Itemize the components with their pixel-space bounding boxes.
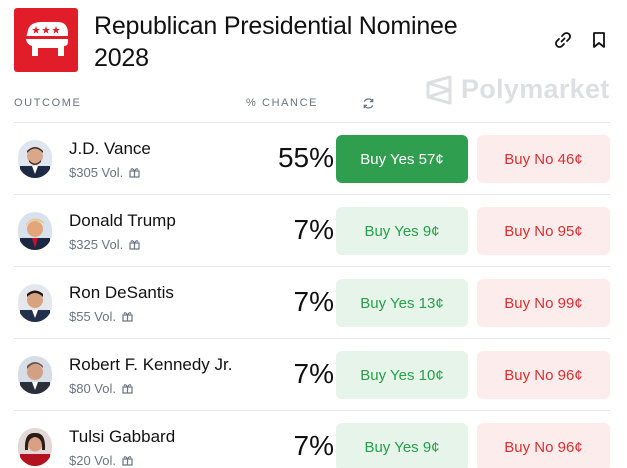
page-title: Republican Presidential Nominee 2028 bbox=[94, 12, 458, 72]
chance-value: 7% bbox=[293, 214, 334, 245]
avatar bbox=[18, 284, 52, 322]
volume-text: $55 Vol. bbox=[69, 309, 116, 324]
buy-no-button[interactable]: Buy No 96¢ bbox=[477, 423, 610, 468]
avatar bbox=[18, 428, 52, 466]
polymarket-logo-icon bbox=[426, 75, 452, 104]
outcome-row-kennedy: Robert F. Kennedy Jr. $80 Vol. 7% Buy Ye… bbox=[14, 338, 610, 410]
volume-label: $325 Vol. bbox=[69, 237, 140, 252]
chance-value: 55% bbox=[277, 142, 334, 173]
gift-icon bbox=[122, 312, 133, 322]
avatar bbox=[18, 212, 52, 250]
outcome-row-vance: J.D. Vance $305 Vol. 55% Buy Yes 57¢ Buy… bbox=[14, 122, 610, 194]
candidate-name: Robert F. Kennedy Jr. bbox=[69, 355, 233, 374]
watermark-text: Polymarket bbox=[461, 74, 610, 104]
gift-icon bbox=[122, 456, 133, 466]
buy-no-button[interactable]: Buy No 96¢ bbox=[477, 351, 610, 399]
chance-column-header: % CHANCE bbox=[246, 97, 319, 109]
republican-elephant-logo bbox=[14, 8, 78, 72]
outcome-row-trump: Donald Trump $325 Vol. 7% Buy Yes 9¢ Buy… bbox=[14, 194, 610, 266]
buy-no-button[interactable]: Buy No 95¢ bbox=[477, 207, 610, 255]
candidate-name: Tulsi Gabbard bbox=[69, 427, 176, 446]
bookmark-icon[interactable] bbox=[589, 30, 609, 50]
chance-value: 7% bbox=[293, 286, 334, 317]
buy-yes-button[interactable]: Buy Yes 9¢ bbox=[336, 207, 468, 255]
volume-label: $305 Vol. bbox=[69, 165, 140, 180]
chance-value: 7% bbox=[293, 430, 334, 461]
refresh-icon[interactable] bbox=[362, 97, 375, 110]
candidate-name: J.D. Vance bbox=[69, 139, 151, 158]
link-icon[interactable] bbox=[553, 30, 573, 50]
gift-icon bbox=[129, 168, 140, 178]
candidate-name: Donald Trump bbox=[69, 211, 176, 230]
gift-icon bbox=[122, 384, 133, 394]
volume-label: $20 Vol. bbox=[69, 453, 133, 468]
volume-text: $80 Vol. bbox=[69, 381, 116, 396]
volume-text: $20 Vol. bbox=[69, 453, 116, 468]
buy-no-button[interactable]: Buy No 46¢ bbox=[477, 135, 610, 183]
outcome-row-desantis: Ron DeSantis $55 Vol. 7% Buy Yes 13¢ Buy… bbox=[14, 266, 610, 338]
outcome-column-header: OUTCOME bbox=[14, 97, 82, 109]
gift-icon bbox=[129, 240, 140, 250]
outcome-row-gabbard: Tulsi Gabbard $20 Vol. 7% Buy Yes 9¢ Buy… bbox=[14, 410, 610, 468]
buy-yes-button[interactable]: Buy Yes 57¢ bbox=[336, 135, 468, 183]
avatar bbox=[18, 140, 52, 178]
buy-yes-button[interactable]: Buy Yes 9¢ bbox=[336, 423, 468, 468]
avatar bbox=[18, 356, 52, 394]
buy-yes-button[interactable]: Buy Yes 10¢ bbox=[336, 351, 468, 399]
volume-text: $305 Vol. bbox=[69, 165, 124, 180]
chance-value: 7% bbox=[293, 358, 334, 389]
buy-no-button[interactable]: Buy No 99¢ bbox=[477, 279, 610, 327]
polymarket-watermark: Polymarket bbox=[425, 74, 610, 105]
volume-label: $55 Vol. bbox=[69, 309, 133, 324]
volume-label: $80 Vol. bbox=[69, 381, 133, 396]
candidate-name: Ron DeSantis bbox=[69, 283, 174, 302]
volume-text: $325 Vol. bbox=[69, 237, 124, 252]
buy-yes-button[interactable]: Buy Yes 13¢ bbox=[336, 279, 468, 327]
